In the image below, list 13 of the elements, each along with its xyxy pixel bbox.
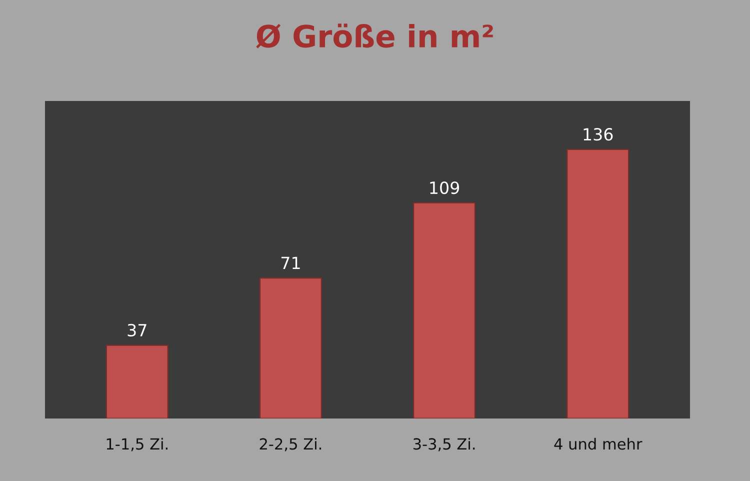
bar bbox=[413, 202, 476, 418]
x-tick-label: 4 und mehr bbox=[554, 438, 642, 450]
bar bbox=[566, 148, 630, 418]
data-label: 37 bbox=[128, 324, 146, 336]
bar bbox=[106, 344, 168, 418]
data-label: 109 bbox=[430, 181, 460, 194]
data-label: 136 bbox=[584, 128, 613, 141]
x-tick-label: 1-1,5 Zi. bbox=[106, 438, 168, 452]
x-tick-label: 2-2,5 Zi. bbox=[260, 438, 322, 452]
data-label: 71 bbox=[281, 256, 300, 269]
chart-title: Ø Größe in m² bbox=[256, 24, 493, 48]
x-tick-label: 3-3,5 Zi. bbox=[413, 438, 475, 452]
bar bbox=[259, 277, 322, 418]
